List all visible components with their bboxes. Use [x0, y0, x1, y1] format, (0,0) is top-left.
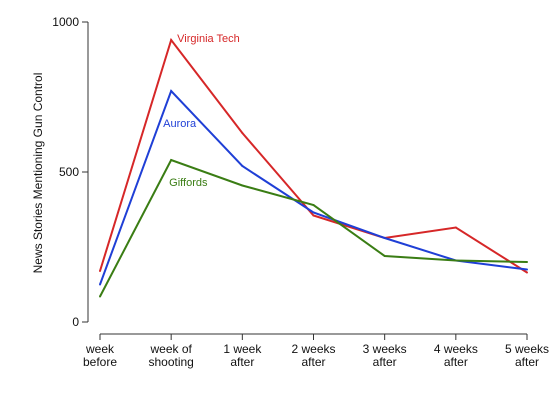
data-point-giffords	[312, 204, 315, 206]
axes: 0 500 1000 week before week of shooting 1 week a…	[52, 15, 549, 369]
data-point-virginia-tech	[99, 270, 101, 272]
y-tick-label: 0	[72, 315, 79, 329]
data-point-aurora	[241, 165, 244, 167]
data-point-virginia-tech	[454, 226, 457, 229]
x-tick-label: 4 weeks after	[434, 342, 478, 369]
data-point-giffords	[454, 259, 457, 262]
series-line-virginia-tech	[99, 37, 528, 274]
data-point-aurora	[312, 211, 315, 214]
series-label-virginia-tech: Virginia Tech	[177, 33, 240, 45]
series-lines	[99, 37, 528, 298]
x-tick-label: 1 week after	[223, 342, 262, 369]
series-line-giffords	[99, 158, 528, 297]
y-axis-label: News Stories Mentioning Gun Control	[31, 73, 45, 274]
data-point-virginia-tech	[170, 39, 173, 41]
x-tick-label: 5 weeks after	[505, 342, 549, 369]
series-label-giffords: Giffords	[169, 177, 208, 189]
data-point-giffords	[99, 295, 101, 298]
data-point-giffords	[241, 184, 244, 187]
data-point-aurora	[99, 283, 101, 286]
data-point-aurora	[170, 90, 173, 92]
series-labels: Virginia Tech Aurora Giffords	[163, 33, 240, 189]
series-label-aurora: Aurora	[163, 118, 197, 130]
y-tick-label: 1000	[52, 15, 79, 29]
data-point-virginia-tech	[312, 214, 315, 217]
data-point-aurora	[383, 237, 386, 239]
x-tick-label: week before	[83, 342, 117, 369]
y-tick-label: 500	[59, 165, 79, 179]
data-point-giffords	[170, 159, 173, 161]
data-point-giffords	[383, 255, 386, 257]
x-tick-label: week of shooting	[148, 342, 193, 369]
data-point-virginia-tech	[241, 132, 244, 134]
data-point-aurora	[526, 268, 528, 271]
data-point-giffords	[526, 261, 528, 263]
x-tick-label: 2 weeks after	[291, 342, 335, 369]
data-point-virginia-tech	[526, 271, 528, 274]
x-tick-label: 3 weeks after	[363, 342, 407, 369]
